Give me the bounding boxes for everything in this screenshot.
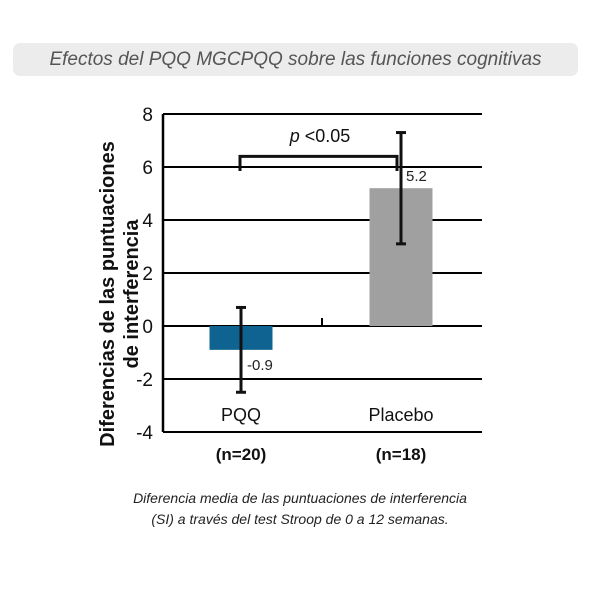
p-symbol: p xyxy=(289,126,300,146)
significance-bracket xyxy=(238,154,399,171)
p-threshold: <0.05 xyxy=(300,126,351,146)
y-tick-label: -4 xyxy=(136,423,153,444)
y-tick-label: 0 xyxy=(142,317,153,338)
category-label: Placebo xyxy=(368,405,433,425)
chart-title-banner: Efectos del PQQ MGCPQQ sobre las funcion… xyxy=(13,43,578,76)
sample-size-label: (n=18) xyxy=(376,445,427,464)
y-tick-label: 2 xyxy=(142,264,153,285)
value-label: 5.2 xyxy=(406,168,427,185)
caption-line-2: (SI) a través del test Stroop de 0 a 12 … xyxy=(151,511,449,527)
y-tick-label: 8 xyxy=(142,105,153,126)
y-tick-label: 4 xyxy=(142,211,153,232)
y-tick-label: -2 xyxy=(136,370,153,391)
value-label: -0.9 xyxy=(247,357,273,374)
sample-size-label: (n=20) xyxy=(216,445,267,464)
category-label: PQQ xyxy=(221,405,261,425)
significance-label: p <0.05 xyxy=(289,126,351,146)
y-tick-label: 6 xyxy=(142,158,153,179)
caption-line-1: Diferencia media de las puntuaciones de … xyxy=(133,490,467,506)
chart-caption: Diferencia media de las puntuaciones de … xyxy=(40,488,560,530)
